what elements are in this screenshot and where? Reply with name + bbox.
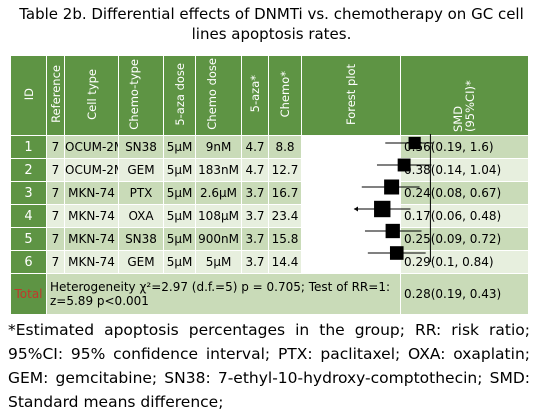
row-cell: MKN-74 bbox=[64, 181, 119, 205]
row-cell: MKN-74 bbox=[64, 204, 119, 228]
forest-arrow bbox=[353, 206, 358, 212]
row-id: 5 bbox=[10, 227, 47, 251]
row-cell: OCUM-2M bbox=[64, 135, 119, 159]
row-aza-dose: 5μM bbox=[163, 204, 196, 228]
row-chemo-dose: 5μM bbox=[195, 250, 242, 274]
row-id: 6 bbox=[10, 250, 47, 274]
header-id-label: ID bbox=[21, 87, 36, 101]
forest-point bbox=[374, 200, 391, 218]
header-chemo-type-label: Chemo-type bbox=[127, 58, 141, 130]
row-chemo-pct: 12.7 bbox=[268, 158, 302, 182]
header-cell-type-label: Cell type bbox=[84, 68, 99, 120]
row-chemo-dose: 183nM bbox=[195, 158, 242, 182]
header-chemo-dose: Chemo dose bbox=[195, 55, 242, 136]
row-ref: 7 bbox=[46, 250, 65, 274]
row-aza: 4.7 bbox=[241, 158, 269, 182]
table-row: 5 7 MKN-74 SN38 5μM 900nM 3.7 15.8 0.25(… bbox=[10, 227, 529, 251]
row-cell: OCUM-2M bbox=[64, 158, 119, 182]
table-row: 2 7 OCUM-2M GEM 5μM 183nM 4.7 12.7 0.38(… bbox=[10, 158, 529, 182]
header-chemo-dose-label: Chemo dose bbox=[204, 58, 219, 130]
row-aza-dose: 5μM bbox=[163, 250, 196, 274]
header-forest-plot-label: Forest plot bbox=[344, 63, 358, 125]
row-ref: 7 bbox=[46, 204, 65, 228]
header-smd-label: SMD (95%CI)* bbox=[450, 80, 477, 132]
row-chemo-pct: 23.4 bbox=[268, 204, 302, 228]
row-chemo-pct: 16.7 bbox=[268, 181, 302, 205]
footnote: *Estimated apoptosis percentages in the … bbox=[8, 321, 530, 411]
row-ref: 7 bbox=[46, 158, 65, 182]
header-id: ID bbox=[10, 55, 47, 136]
row-chemo-pct: 15.8 bbox=[268, 227, 302, 251]
row-aza-dose: 5μM bbox=[163, 158, 196, 182]
row-id: 3 bbox=[10, 181, 47, 205]
row-id: 2 bbox=[10, 158, 47, 182]
row-smd: 0.25(0.09, 0.72) bbox=[400, 227, 529, 251]
row-aza: 3.7 bbox=[241, 227, 269, 251]
forest-point bbox=[384, 179, 400, 195]
row-chemo: OXA bbox=[118, 204, 164, 228]
row-chemo: PTX bbox=[118, 181, 164, 205]
apoptosis-table: ID Reference Cell type Chemo-type 5-aza … bbox=[10, 55, 529, 315]
row-chemo: GEM bbox=[118, 250, 164, 274]
forest-point bbox=[408, 136, 421, 150]
row-id: 4 bbox=[10, 204, 47, 228]
row-smd: 0.17(0.06, 0.48) bbox=[400, 204, 529, 228]
header-chemo-type: Chemo-type bbox=[118, 55, 164, 136]
header-aza-label: 5-aza* bbox=[248, 75, 262, 113]
header-forest-plot: Forest plot bbox=[301, 55, 401, 136]
row-chemo-pct: 14.4 bbox=[268, 250, 302, 274]
row-smd: 0.29(0.1, 0.84) bbox=[400, 250, 529, 274]
row-aza: 3.7 bbox=[241, 204, 269, 228]
row-chemo: SN38 bbox=[118, 227, 164, 251]
table-caption: Table 2b. Differential effects of DNMTi … bbox=[19, 5, 524, 43]
header-aza-dose-label: 5-aza dose bbox=[172, 62, 187, 126]
table-row: 6 7 MKN-74 GEM 5μM 5μM 3.7 14.4 0.29(0.1… bbox=[10, 250, 529, 274]
heterogeneity-text: Heterogeneity χ²=2.97 (d.f.=5) p = 0.705… bbox=[46, 273, 401, 315]
table-row: 1 7 OCUM-2M SN38 5μM 9nM 4.7 8.8 0.56(0.… bbox=[10, 135, 529, 274]
row-aza-dose: 5μM bbox=[163, 181, 196, 205]
row-ref: 7 bbox=[46, 181, 65, 205]
total-label: Total bbox=[10, 273, 47, 315]
row-aza: 4.7 bbox=[241, 135, 269, 159]
header-smd: SMD (95%CI)* bbox=[400, 55, 529, 136]
row-ref: 7 bbox=[46, 135, 65, 159]
row-chemo-dose: 2.6μM bbox=[195, 181, 242, 205]
row-ref: 7 bbox=[46, 227, 65, 251]
total-smd: 0.28(0.19, 0.43) bbox=[400, 273, 529, 315]
forest-point bbox=[385, 223, 400, 239]
table-row: 4 7 MKN-74 OXA 5μM 108μM 3.7 23.4 0.17(0… bbox=[10, 204, 529, 228]
header-reference-label: Reference bbox=[48, 65, 63, 123]
header-chemo-label: Chemo* bbox=[278, 70, 292, 118]
row-chemo-dose: 900nM bbox=[195, 227, 242, 251]
header-cell-type: Cell type bbox=[64, 55, 119, 136]
row-aza-dose: 5μM bbox=[163, 227, 196, 251]
row-chemo: GEM bbox=[118, 158, 164, 182]
header-reference: Reference bbox=[46, 55, 65, 136]
header-chemo: Chemo* bbox=[268, 55, 302, 136]
row-aza-dose: 5μM bbox=[163, 135, 196, 159]
row-id: 1 bbox=[10, 135, 47, 159]
header-row: ID Reference Cell type Chemo-type 5-aza … bbox=[10, 55, 529, 136]
forest-point bbox=[389, 246, 404, 260]
row-chemo-dose: 9nM bbox=[195, 135, 242, 159]
row-aza: 3.7 bbox=[241, 181, 269, 205]
total-row: Total Heterogeneity χ²=2.97 (d.f.=5) p =… bbox=[10, 273, 529, 315]
row-chemo-pct: 8.8 bbox=[268, 135, 302, 159]
row-chemo-dose: 108μM bbox=[195, 204, 242, 228]
header-aza-dose: 5-aza dose bbox=[163, 55, 196, 136]
table-row: 3 7 MKN-74 PTX 5μM 2.6μM 3.7 16.7 0.24(0… bbox=[10, 181, 529, 205]
row-cell: MKN-74 bbox=[64, 227, 119, 251]
forest-point bbox=[397, 158, 411, 172]
forest-plot bbox=[353, 134, 433, 262]
header-aza: 5-aza* bbox=[241, 55, 269, 136]
row-cell: MKN-74 bbox=[64, 250, 119, 274]
row-chemo: SN38 bbox=[118, 135, 164, 159]
row-smd: 0.24(0.08, 0.67) bbox=[400, 181, 529, 205]
row-aza: 3.7 bbox=[241, 250, 269, 274]
